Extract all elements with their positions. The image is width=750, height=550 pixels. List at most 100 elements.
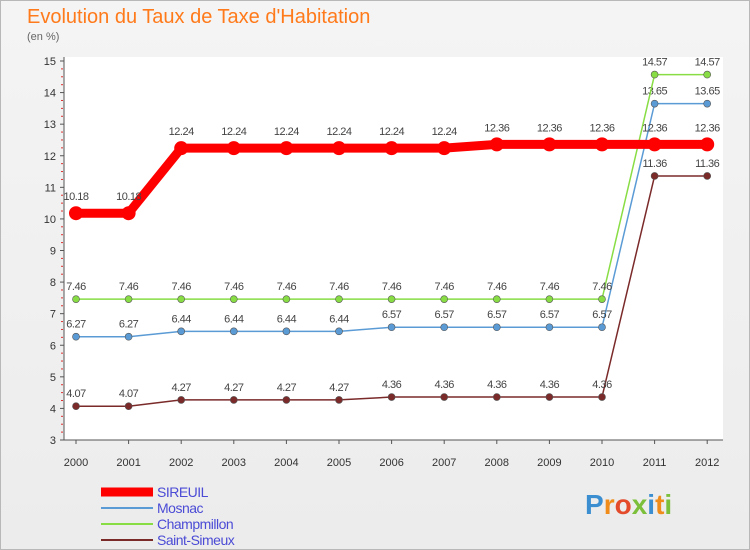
data-label: 12.24 (169, 126, 194, 138)
data-label: 10.18 (116, 191, 141, 203)
data-point (282, 327, 291, 336)
data-point (282, 396, 291, 404)
data-label: 6.27 (119, 319, 139, 331)
data-label: 11.36 (695, 158, 720, 170)
data-point (335, 295, 343, 303)
x-tick-label: 2006 (379, 457, 403, 469)
data-point (387, 323, 396, 332)
data-point (387, 295, 396, 303)
data-label: 14.57 (695, 57, 720, 69)
data-point (492, 295, 501, 303)
data-point (335, 396, 343, 404)
data-label: 7.46 (277, 281, 297, 293)
data-label: 6.44 (171, 313, 191, 325)
data-point (440, 393, 449, 401)
logo-letter: i (664, 489, 673, 520)
data-point (387, 393, 396, 401)
data-label: 4.36 (382, 379, 402, 391)
data-point (703, 99, 712, 108)
data-point (72, 402, 80, 411)
x-tick-label: 2000 (64, 457, 88, 469)
logo-letter: i (647, 489, 656, 520)
data-point (440, 295, 449, 303)
legend-label: Saint-Simeux (157, 532, 235, 548)
data-label: 12.24 (432, 126, 457, 138)
data-point (650, 99, 659, 108)
data-point (230, 396, 238, 404)
data-label: 12.36 (642, 122, 667, 134)
data-point (703, 172, 712, 180)
logo-letter: x (631, 489, 648, 520)
data-point (650, 172, 659, 180)
data-point (598, 323, 606, 332)
legend-label: Champmillon (157, 516, 233, 532)
data-label: 6.44 (277, 313, 297, 325)
data-label: 4.27 (224, 382, 244, 394)
data-point (647, 137, 662, 152)
data-label: 4.07 (66, 388, 86, 400)
x-tick-label: 2008 (485, 457, 509, 469)
logo-letter: P (585, 489, 604, 520)
y-tick-label: 8 (50, 277, 56, 289)
x-tick-label: 2004 (274, 457, 298, 469)
data-point (124, 295, 133, 303)
y-tick-label: 14 (44, 88, 56, 100)
data-point (177, 327, 185, 336)
y-tick-label: 6 (50, 340, 56, 352)
unit-label: (en %) (27, 31, 60, 43)
x-tick-label: 2010 (590, 457, 614, 469)
y-tick-label: 12 (44, 151, 56, 163)
data-label: 11.36 (642, 158, 667, 170)
data-label: 4.27 (277, 382, 297, 394)
data-point (332, 141, 346, 156)
legend-label: SIREUIL (157, 484, 209, 500)
data-label: 6.57 (382, 309, 402, 321)
data-label: 12.24 (221, 126, 246, 138)
data-point (177, 295, 185, 303)
x-tick-label: 2011 (643, 457, 667, 469)
y-tick-label: 5 (50, 372, 56, 384)
data-label: 13.65 (695, 86, 720, 98)
chart-title: Evolution du Taux de Taxe d'Habitation (27, 6, 371, 28)
data-point (72, 332, 80, 341)
data-point (384, 141, 399, 156)
data-label: 4.27 (329, 382, 349, 394)
x-tick-label: 2002 (169, 457, 193, 469)
x-tick-label: 2009 (537, 457, 561, 469)
data-point (335, 327, 343, 336)
data-point (595, 137, 609, 152)
data-label: 4.27 (171, 382, 191, 394)
data-point (437, 141, 452, 156)
data-point (124, 332, 133, 341)
data-point (174, 141, 189, 156)
data-label: 7.46 (224, 281, 244, 293)
data-point (492, 323, 501, 332)
y-tick-label: 10 (44, 214, 56, 226)
data-label: 7.46 (66, 281, 86, 293)
data-label: 4.36 (540, 379, 560, 391)
data-point (700, 137, 715, 152)
data-label: 12.24 (326, 126, 351, 138)
y-tick-label: 15 (44, 56, 56, 68)
data-label: 7.46 (171, 281, 191, 293)
data-point (226, 141, 241, 156)
legend-label: Mosnac (157, 500, 204, 516)
data-label: 7.46 (592, 281, 612, 293)
data-point (542, 137, 557, 152)
data-label: 13.65 (642, 86, 667, 98)
x-tick-label: 2001 (116, 457, 140, 469)
data-point (703, 70, 712, 79)
data-label: 4.36 (434, 379, 454, 391)
data-label: 7.46 (329, 281, 349, 293)
data-point (279, 141, 294, 156)
data-label: 4.07 (119, 388, 139, 400)
data-label: 7.46 (119, 281, 139, 293)
data-label: 6.57 (592, 309, 612, 321)
data-point (124, 402, 133, 411)
y-tick-label: 13 (44, 119, 56, 131)
data-label: 4.36 (592, 379, 612, 391)
data-label: 6.57 (434, 309, 454, 321)
data-label: 6.27 (66, 319, 86, 331)
data-label: 6.44 (224, 313, 244, 325)
